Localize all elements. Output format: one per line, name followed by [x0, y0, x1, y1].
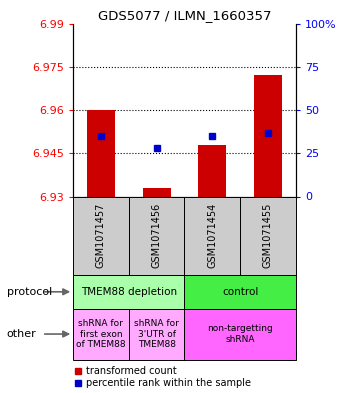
Legend: transformed count, percentile rank within the sample: transformed count, percentile rank withi…	[74, 366, 251, 388]
Bar	[184, 196, 240, 275]
Bar	[129, 309, 185, 360]
Text: shRNA for
first exon
of TMEM88: shRNA for first exon of TMEM88	[76, 319, 126, 349]
Bar	[143, 188, 171, 196]
Text: GSM1071455: GSM1071455	[263, 203, 273, 268]
Bar	[198, 145, 226, 196]
Text: GSM1071457: GSM1071457	[96, 203, 106, 268]
Bar	[73, 196, 129, 275]
Bar	[184, 275, 296, 309]
Bar	[184, 309, 296, 360]
Text: protocol: protocol	[7, 287, 52, 297]
Text: GSM1071454: GSM1071454	[207, 203, 217, 268]
Bar	[73, 309, 129, 360]
Text: shRNA for
3'UTR of
TMEM88: shRNA for 3'UTR of TMEM88	[134, 319, 179, 349]
Bar	[73, 275, 184, 309]
Text: TMEM88 depletion: TMEM88 depletion	[81, 287, 177, 297]
Title: GDS5077 / ILMN_1660357: GDS5077 / ILMN_1660357	[98, 9, 271, 22]
Bar	[254, 75, 282, 196]
Bar	[87, 110, 115, 196]
Text: non-targetting
shRNA: non-targetting shRNA	[207, 324, 273, 344]
Bar	[240, 196, 296, 275]
Text: GSM1071456: GSM1071456	[152, 203, 162, 268]
Text: other: other	[7, 329, 36, 339]
Text: control: control	[222, 287, 258, 297]
Bar	[129, 196, 185, 275]
